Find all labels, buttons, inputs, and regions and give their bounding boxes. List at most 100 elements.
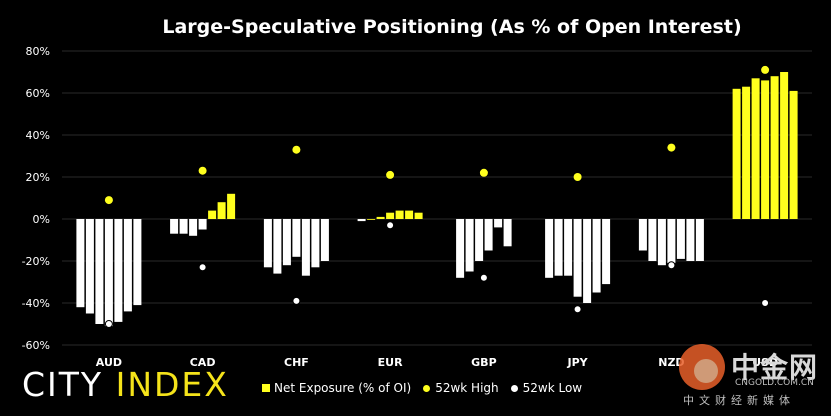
bar-usd-7 (789, 90, 798, 220)
x-tick-label: JPY (567, 356, 589, 369)
bar-jpy-2 (554, 219, 563, 276)
y-tick-label: 20% (26, 171, 50, 184)
bar-jpy-6 (592, 219, 601, 293)
y-tick-label: 60% (26, 87, 50, 100)
bar-cad-1 (170, 219, 179, 234)
y-tick-label: 80% (26, 45, 50, 58)
x-tick-label: NZD (658, 356, 684, 369)
bar-chf-3 (282, 219, 291, 266)
x-tick-label: CHF (284, 356, 309, 369)
bar-cad-7 (227, 193, 236, 219)
bar-gbp-6 (503, 219, 512, 247)
legend-swatch-low-dot (510, 384, 518, 392)
bar-aud-1 (76, 219, 85, 308)
y-tick-label: 40% (26, 129, 50, 142)
city-index-logo: CITY INDEX (22, 368, 229, 401)
bar-aud-2 (85, 219, 94, 314)
marker-52wk-high-chf (292, 145, 301, 154)
bar-gbp-1 (456, 219, 465, 278)
bar-chf-6 (311, 219, 320, 268)
legend-label-52wk-high: 52wk High (435, 381, 499, 395)
bar-nzd-6 (686, 219, 695, 261)
x-tick-label: AUD (96, 356, 122, 369)
bar-aud-3 (95, 219, 104, 324)
bar-nzd-2 (648, 219, 657, 261)
bar-gbp-5 (494, 219, 503, 228)
bar-usd-1 (732, 88, 741, 219)
y-tick-label: -20% (22, 255, 50, 268)
bars (76, 72, 798, 327)
marker-52wk-high-cad (198, 166, 207, 175)
legend-label-52wk-low: 52wk Low (522, 381, 583, 395)
legend-label-net-exposure: Net Exposure (% of OI) (274, 381, 412, 395)
bar-cad-6 (217, 202, 226, 219)
marker-52wk-high-nzd (667, 143, 676, 152)
bar-cad-3 (189, 219, 198, 236)
watermark-name: 中金网 (731, 351, 819, 384)
y-axis: -60% -40% -20% 0% 20% 40% 60% 80% (22, 45, 50, 352)
x-tick-label: USD (752, 356, 778, 369)
brand-word-city: CITY (22, 365, 104, 404)
bar-eur-5 (395, 210, 404, 219)
bar-aud-4 (104, 219, 113, 327)
bar-aud-5 (114, 219, 123, 322)
bar-eur-3 (376, 216, 385, 219)
x-axis: AUD CAD CHF EUR GBP JPY NZD USD (96, 356, 778, 369)
bar-chf-4 (292, 219, 301, 257)
bar-usd-5 (770, 76, 779, 219)
bar-chf-7 (320, 219, 329, 261)
bar-eur-2 (367, 219, 376, 220)
bar-nzd-7 (695, 219, 704, 261)
bar-cad-4 (198, 219, 207, 230)
legend-item-net-exposure: Net Exposure (% of OI) (262, 381, 411, 395)
marker-52wk-high-usd (761, 65, 770, 74)
marker-52wk-low-usd (761, 299, 770, 307)
markers (104, 65, 770, 328)
bar-cad-5 (208, 210, 217, 219)
bar-usd-6 (780, 72, 789, 219)
marker-52wk-high-gbp (479, 168, 488, 177)
marker-52wk-high-eur (386, 170, 395, 179)
marker-52wk-low-eur (386, 221, 395, 230)
bar-gbp-4 (484, 219, 493, 251)
bar-gbp-3 (475, 219, 484, 261)
bar-nzd-5 (676, 219, 685, 259)
marker-52wk-low-chf (292, 296, 301, 305)
bar-aud-7 (133, 219, 142, 306)
bar-jpy-5 (583, 219, 592, 303)
legend-swatch-bar (262, 384, 270, 392)
bar-nzd-3 (657, 219, 666, 266)
y-tick-label: -60% (22, 339, 50, 352)
legend-swatch-high-dot (423, 384, 431, 392)
bar-jpy-1 (545, 219, 554, 278)
watermark-site: CNGOLD.COM.CN (735, 378, 814, 388)
bar-eur-6 (405, 210, 414, 219)
marker-52wk-low-jpy (573, 305, 582, 314)
bar-chf-2 (273, 219, 282, 274)
bar-cad-2 (179, 219, 188, 234)
y-tick-label: 0% (33, 213, 50, 226)
watermark-tagline: 中文财经新媒体 (683, 394, 795, 407)
legend: Net Exposure (% of OI) 52wk High 52wk Lo… (262, 381, 594, 395)
gridlines (62, 50, 812, 346)
bar-aud-6 (123, 219, 132, 312)
cngold-watermark: 中金网 CNGOLD.COM.CN 中文财经新媒体 (675, 340, 827, 412)
bar-eur-1 (357, 219, 366, 222)
marker-52wk-low-cad (198, 263, 207, 272)
bar-nzd-1 (638, 219, 647, 251)
x-tick-label: CAD (190, 356, 216, 369)
bar-eur-4 (386, 212, 395, 219)
bar-jpy-3 (564, 219, 573, 276)
bar-nzd-4 (667, 219, 676, 264)
bar-usd-4 (761, 80, 770, 220)
bar-jpy-7 (602, 219, 611, 285)
cngold-logo-icon (679, 344, 725, 390)
marker-52wk-high-jpy (573, 173, 582, 181)
bar-jpy-4 (573, 219, 582, 297)
legend-item-52wk-low: 52wk Low (510, 381, 583, 395)
bar-chf-5 (301, 219, 310, 276)
bar-usd-2 (742, 86, 751, 219)
chart-title: Large-Speculative Positioning (As % of O… (162, 16, 741, 38)
bar-eur-7 (414, 212, 423, 219)
